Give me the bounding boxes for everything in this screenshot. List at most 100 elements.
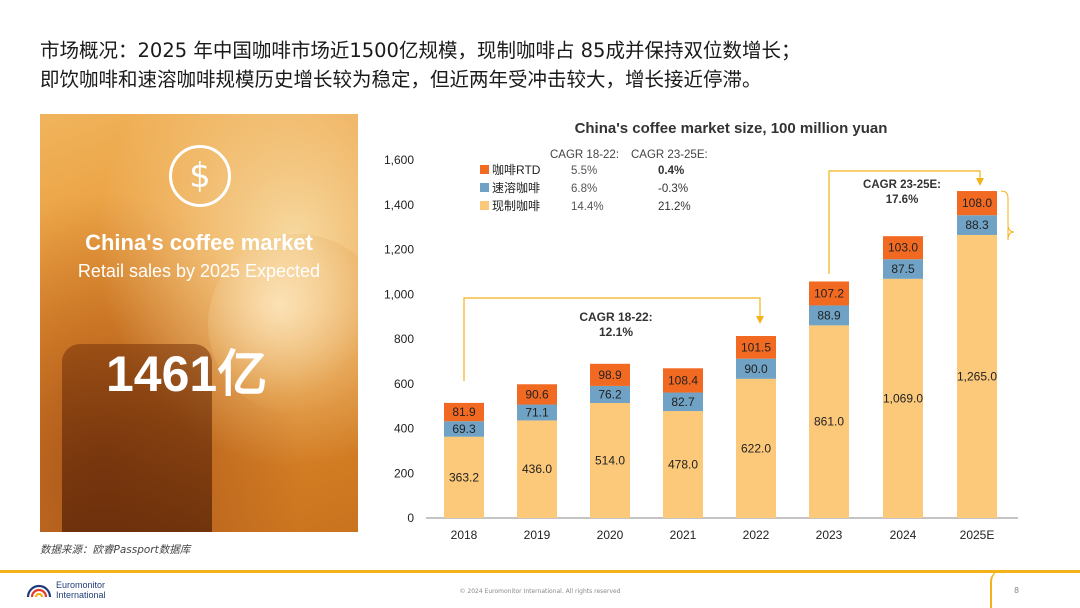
cagr-18-22-value: 12.1% bbox=[599, 325, 633, 339]
x-tick-label: 2021 bbox=[670, 528, 697, 542]
data-label: 101.5 bbox=[741, 340, 771, 354]
cagr-18-22-label: CAGR 18-22: bbox=[579, 310, 652, 324]
data-label: 514.0 bbox=[595, 453, 625, 467]
data-label: 88.9 bbox=[817, 308, 841, 322]
bar-segment-3 bbox=[517, 384, 557, 405]
cagr-23-25e-value: 0.4% bbox=[658, 165, 684, 177]
y-tick-label: 600 bbox=[394, 377, 414, 391]
bar-segment-3 bbox=[957, 191, 997, 216]
data-label: 90.6 bbox=[525, 387, 549, 401]
bar-segment-2 bbox=[883, 259, 923, 279]
x-tick-label: 2025E bbox=[960, 528, 995, 542]
x-tick-label: 2023 bbox=[816, 528, 843, 542]
y-tick-label: 1,000 bbox=[384, 287, 414, 301]
bar-segment-2 bbox=[444, 421, 484, 437]
legend-label: 速溶咖啡 bbox=[492, 180, 540, 195]
coffee-cup-image bbox=[62, 344, 212, 532]
source-note: 数据来源：欧睿Passport数据库 bbox=[40, 544, 191, 556]
logo-line-2: International bbox=[56, 590, 106, 600]
data-label: 108.0 bbox=[962, 196, 992, 210]
bar-segment-2 bbox=[590, 385, 630, 403]
headline: 市场概况：2025 年中国咖啡市场近1500亿规模，现制咖啡占 85成并保持双位… bbox=[40, 36, 1040, 94]
x-tick-label: 2019 bbox=[524, 528, 551, 542]
hero-title: China's coffee market bbox=[85, 230, 313, 255]
legend-swatch bbox=[480, 201, 489, 210]
bar-segment-3 bbox=[444, 402, 484, 422]
x-tick-label: 2018 bbox=[451, 528, 478, 542]
bar-segment-3 bbox=[736, 335, 776, 359]
legend-swatch bbox=[480, 183, 489, 192]
y-tick-label: 1,400 bbox=[384, 198, 414, 212]
headline-line-2: 即饮咖啡和速溶咖啡规模历史增长较为稳定，但近两年受冲击较大，增长接近停滞。 bbox=[40, 68, 762, 91]
coffee-market-chart: China's coffee market size, 100 million … bbox=[384, 120, 1018, 542]
bar-segment-3 bbox=[809, 281, 849, 306]
cagr-23-25e-label: CAGR 23-25E: bbox=[863, 179, 941, 191]
cagr-23-25e-value: 21.2% bbox=[658, 201, 691, 213]
bar-segment-1 bbox=[444, 436, 484, 518]
data-label: 69.3 bbox=[452, 422, 476, 436]
bar-segment-2 bbox=[736, 358, 776, 379]
legend-swatch bbox=[480, 165, 489, 174]
data-label: 108.4 bbox=[668, 373, 698, 387]
legend-label: 咖啡RTD bbox=[492, 162, 541, 177]
y-tick-label: 200 bbox=[394, 466, 414, 480]
y-tick-label: 0 bbox=[407, 511, 414, 525]
y-tick-label: 1,600 bbox=[384, 153, 414, 167]
data-label: 861.0 bbox=[814, 415, 844, 429]
data-label: 1,069.0 bbox=[883, 391, 923, 405]
bracket-2025e bbox=[1000, 190, 1015, 241]
bar-segment-2 bbox=[809, 305, 849, 326]
data-label: 107.2 bbox=[814, 286, 844, 300]
cagr-18-22-value: 6.8% bbox=[571, 183, 597, 195]
x-tick-label: 2020 bbox=[597, 528, 624, 542]
page-number: 8 bbox=[1014, 586, 1020, 595]
cagr-header: CAGR 18-22: bbox=[550, 149, 619, 161]
y-tick-label: 400 bbox=[394, 422, 414, 436]
euromonitor-logo-icon bbox=[26, 584, 52, 598]
bar-segment-1 bbox=[883, 278, 923, 518]
bar-segment-3 bbox=[883, 236, 923, 260]
cagr-23-25e-value: 17.6% bbox=[886, 194, 919, 206]
data-label: 363.2 bbox=[449, 470, 479, 484]
bar-segment-1 bbox=[957, 234, 997, 519]
bar-segment-3 bbox=[590, 363, 630, 386]
logo-line-1: Euromonitor bbox=[56, 580, 106, 590]
bar-segment-1 bbox=[809, 325, 849, 518]
x-tick-label: 2024 bbox=[890, 528, 917, 542]
data-label: 88.3 bbox=[965, 218, 989, 232]
bar-segment-3 bbox=[663, 368, 703, 393]
cagr-18-22-value: 14.4% bbox=[571, 201, 604, 213]
cagr-18-22-value: 5.5% bbox=[571, 165, 597, 177]
footer-bracket bbox=[990, 570, 1052, 608]
bar-segment-1 bbox=[517, 420, 557, 518]
bar-segment-1 bbox=[663, 411, 703, 518]
logo-text: Euromonitor International bbox=[56, 580, 106, 600]
cagr-23-25e-arrowhead bbox=[976, 178, 984, 186]
dollar-icon: $ bbox=[169, 145, 231, 207]
y-tick-label: 800 bbox=[394, 332, 414, 346]
bar-segment-2 bbox=[663, 392, 703, 412]
legend-label: 现制咖啡 bbox=[492, 198, 540, 213]
cookie-image bbox=[208, 234, 358, 414]
data-label: 1,265.0 bbox=[957, 369, 997, 383]
bar-segment-1 bbox=[590, 402, 630, 518]
hero-panel: $ China's coffee market Retail sales by … bbox=[40, 114, 358, 532]
data-label: 87.5 bbox=[891, 262, 915, 276]
data-label: 71.1 bbox=[525, 405, 549, 419]
data-label: 478.0 bbox=[668, 458, 698, 472]
bar-segment-1 bbox=[736, 378, 776, 518]
cagr-18-22-arrowhead bbox=[756, 316, 764, 324]
cagr-header: CAGR 23-25E: bbox=[631, 149, 708, 161]
data-label: 76.2 bbox=[598, 387, 622, 401]
bar-segment-2 bbox=[517, 404, 557, 421]
data-label: 98.9 bbox=[598, 368, 622, 382]
hero-subtitle: Retail sales by 2025 Expected bbox=[77, 261, 321, 281]
data-label: 90.0 bbox=[744, 362, 768, 376]
footer-divider bbox=[0, 570, 1080, 573]
hero-big-number: 1461亿 bbox=[106, 346, 268, 402]
copyright: © 2024 Euromonitor International. All ri… bbox=[459, 588, 621, 595]
data-label: 436.0 bbox=[522, 462, 552, 476]
headline-line-1: 市场概况：2025 年中国咖啡市场近1500亿规模，现制咖啡占 85成并保持双位… bbox=[40, 39, 801, 62]
data-label: 81.9 bbox=[452, 405, 476, 419]
data-label: 82.7 bbox=[671, 395, 695, 409]
